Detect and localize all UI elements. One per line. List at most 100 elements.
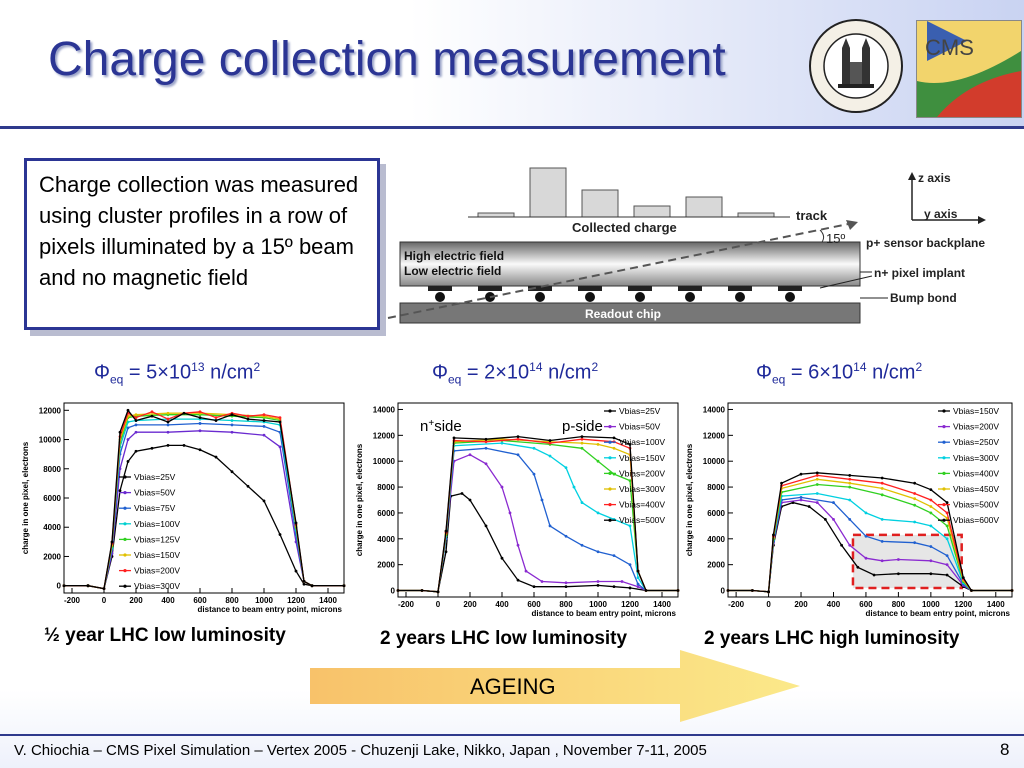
legend-marker — [608, 440, 612, 444]
data-point — [564, 466, 568, 470]
data-point — [620, 580, 624, 583]
data-point — [500, 441, 504, 445]
y-axis-label: charge in one pixel, electrons — [355, 443, 364, 556]
data-point — [118, 489, 122, 493]
data-point — [564, 534, 568, 538]
data-point — [815, 474, 819, 477]
data-point — [750, 589, 754, 592]
data-point — [913, 520, 917, 524]
caption-1: ½ year LHC low luminosity — [44, 625, 286, 646]
y-tick-label: 8000 — [377, 483, 395, 492]
series-line-8 — [64, 408, 344, 590]
data-point — [548, 524, 552, 528]
x-tick-label: -200 — [728, 600, 745, 609]
legend-marker — [608, 425, 612, 429]
data-point — [880, 486, 884, 490]
collected-charge-label: Collected charge — [572, 220, 677, 235]
intro-textbox: Charge collection was measured using clu… — [24, 158, 380, 330]
data-point — [913, 541, 917, 545]
data-point — [929, 505, 933, 508]
y-tick-label: 2000 — [377, 561, 395, 570]
data-point — [767, 590, 770, 594]
data-point — [897, 572, 900, 576]
data-point — [166, 423, 170, 427]
data-point — [134, 430, 138, 434]
fluence-label-2: Φeq = 2×1014 n/cm2 — [432, 360, 599, 387]
data-point — [278, 416, 282, 420]
data-point — [880, 476, 884, 480]
y-tick-label: 14000 — [373, 405, 396, 414]
x-tick-label: 400 — [827, 600, 841, 609]
x-tick-label: 800 — [892, 600, 906, 609]
y-tick-label: 4000 — [707, 535, 725, 544]
y-tick-label: 12000 — [373, 431, 396, 440]
legend-entry: Vbias=125V — [134, 534, 180, 544]
data-point — [612, 446, 616, 450]
data-point — [880, 481, 884, 485]
data-point — [484, 440, 488, 444]
data-point — [396, 589, 400, 592]
data-point — [945, 554, 949, 558]
legend-entry: Vbias=600V — [953, 515, 999, 525]
data-point — [532, 585, 536, 589]
x-tick-label: 400 — [161, 596, 175, 605]
data-point — [864, 534, 868, 538]
data-point — [452, 436, 456, 440]
y-tick-label: 6000 — [377, 509, 395, 518]
legend-entry: Vbias=250V — [953, 437, 999, 447]
legend-entry: Vbias=75V — [134, 503, 176, 513]
legend-entry: Vbias=500V — [953, 500, 999, 510]
data-point — [468, 498, 472, 502]
x-tick-label: 600 — [527, 600, 541, 609]
data-point — [872, 573, 876, 577]
ageing-label: AGEING — [470, 674, 556, 699]
data-point — [880, 518, 884, 521]
data-point — [278, 533, 282, 536]
data-point — [612, 585, 616, 589]
x-tick-label: 0 — [766, 600, 771, 609]
header-divider — [0, 126, 1024, 129]
university-seal-logo — [809, 19, 903, 113]
data-point — [676, 589, 680, 592]
data-point — [636, 576, 640, 579]
data-point — [126, 426, 130, 430]
data-point — [166, 417, 170, 421]
data-point — [246, 417, 250, 421]
data-point — [134, 449, 138, 453]
data-point — [840, 543, 843, 547]
data-point — [198, 429, 202, 433]
data-point — [342, 584, 346, 588]
intro-text: Charge collection was measured using clu… — [39, 172, 359, 290]
data-point — [580, 446, 584, 450]
legend-marker — [608, 503, 612, 507]
data-point — [484, 437, 488, 441]
data-point — [636, 582, 640, 586]
y-axis-label: charge in one pixel, electrons — [21, 441, 30, 554]
x-tick-label: 1000 — [255, 596, 273, 605]
data-point — [913, 481, 917, 485]
data-point — [832, 518, 835, 521]
caption-3: 2 years LHC high luminosity — [704, 628, 960, 649]
legend-marker — [942, 487, 946, 491]
data-point — [230, 423, 234, 427]
legend-marker — [123, 584, 127, 588]
data-point — [110, 540, 114, 544]
data-point — [134, 413, 138, 417]
x-tick-label: 1000 — [589, 600, 607, 609]
y-tick-label: 6000 — [43, 494, 61, 503]
data-point — [516, 435, 520, 439]
legend-entry: Vbias=50V — [619, 422, 661, 432]
data-point — [540, 580, 544, 583]
data-point — [166, 411, 170, 415]
data-point — [262, 413, 266, 417]
legend-entry: Vbias=200V — [619, 468, 665, 478]
low-field-label: Low electric field — [404, 264, 501, 278]
data-point — [102, 587, 106, 591]
x-tick-label: -200 — [64, 596, 81, 605]
legend-entry: Vbias=300V — [134, 581, 180, 591]
x-tick-label: 1400 — [987, 600, 1005, 609]
legend-entry: Vbias=200V — [953, 422, 999, 432]
data-point — [262, 433, 266, 437]
data-point — [848, 481, 852, 485]
legend-marker — [608, 471, 612, 475]
